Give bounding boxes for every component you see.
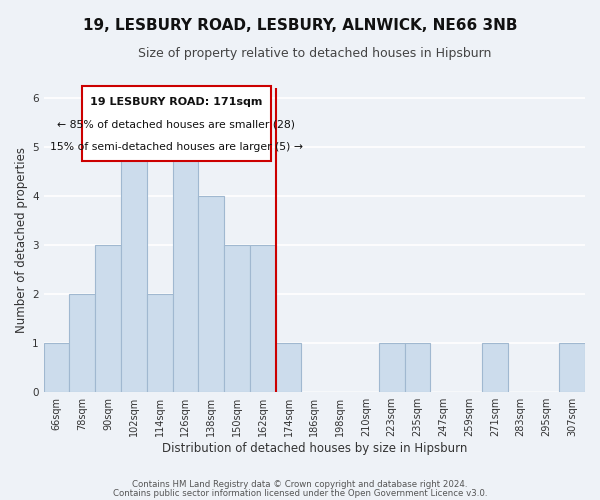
Text: ← 85% of detached houses are smaller (28): ← 85% of detached houses are smaller (28… — [58, 120, 295, 130]
Bar — [199, 196, 224, 392]
Bar — [275, 343, 301, 392]
Bar — [173, 147, 199, 392]
Bar — [404, 343, 430, 392]
Text: Contains public sector information licensed under the Open Government Licence v3: Contains public sector information licen… — [113, 490, 487, 498]
Bar — [559, 343, 585, 392]
Bar — [482, 343, 508, 392]
FancyBboxPatch shape — [82, 86, 271, 160]
Bar — [70, 294, 95, 392]
X-axis label: Distribution of detached houses by size in Hipsburn: Distribution of detached houses by size … — [161, 442, 467, 455]
Text: 19, LESBURY ROAD, LESBURY, ALNWICK, NE66 3NB: 19, LESBURY ROAD, LESBURY, ALNWICK, NE66… — [83, 18, 517, 32]
Bar — [250, 245, 275, 392]
Bar — [121, 147, 147, 392]
Bar — [95, 245, 121, 392]
Y-axis label: Number of detached properties: Number of detached properties — [15, 147, 28, 333]
Bar — [379, 343, 404, 392]
Text: 19 LESBURY ROAD: 171sqm: 19 LESBURY ROAD: 171sqm — [90, 97, 263, 107]
Bar — [44, 343, 70, 392]
Title: Size of property relative to detached houses in Hipsburn: Size of property relative to detached ho… — [137, 48, 491, 60]
Text: 15% of semi-detached houses are larger (5) →: 15% of semi-detached houses are larger (… — [50, 142, 303, 152]
Bar — [147, 294, 173, 392]
Bar — [224, 245, 250, 392]
Text: Contains HM Land Registry data © Crown copyright and database right 2024.: Contains HM Land Registry data © Crown c… — [132, 480, 468, 489]
